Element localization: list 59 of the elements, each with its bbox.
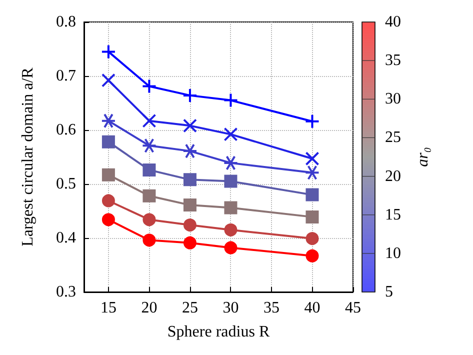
x-tick-label: 30 [222,300,239,316]
point [102,135,115,148]
point [100,113,116,128]
point [182,118,197,133]
point [224,241,238,254]
point [142,189,156,202]
point [183,198,196,212]
point [224,127,238,142]
point [142,234,156,247]
color-bar-label: 20 [385,168,401,185]
color-bar-label: 35 [385,52,401,70]
x-tick-label: 40 [304,300,320,316]
point [183,218,196,232]
color-bar-label: 30 [385,90,401,108]
point [223,155,238,170]
point [305,152,320,166]
point [306,232,319,246]
color-bar-label: 40 [385,14,401,30]
point [304,165,320,180]
point [142,78,157,94]
point [223,92,238,108]
point [182,144,198,159]
point [224,201,238,214]
point [102,213,115,226]
point [101,73,116,88]
x-tick-label: 35 [263,300,280,316]
y-tick-label: 0.5 [56,176,76,192]
point [182,88,198,103]
point [183,173,196,186]
x-tick-label: 15 [100,300,116,316]
y-tick-label: 0.7 [56,68,76,84]
point [306,188,319,202]
y-tick-label: 0.3 [56,284,76,300]
y-tick-label: 0.6 [56,122,76,138]
y-axis-title: Largest circular domain a/R [20,67,36,246]
point [306,210,319,224]
color-bar-label: 5 [385,284,393,300]
y-tick-label: 0.4 [56,230,76,246]
x-tick-label: 45 [345,300,361,316]
color-bar-label: 10 [385,244,401,262]
point [224,223,238,236]
x-tick-label: 25 [182,300,198,316]
y-tick-label: 0.8 [56,14,76,30]
color-bar-label: 15 [385,206,401,224]
x-axis-title: Sphere radius R [167,324,270,340]
point [183,236,196,250]
x-tick-label: 20 [141,300,158,316]
color-bar-label: 25 [385,129,401,146]
point [102,168,115,182]
point [102,194,115,208]
point [224,174,238,188]
point [306,249,319,262]
color-bar-title: ar₀ [414,147,432,167]
point [142,213,156,226]
point [304,114,320,129]
point [142,163,156,176]
point [100,44,116,60]
point [142,114,156,128]
point [142,138,157,154]
